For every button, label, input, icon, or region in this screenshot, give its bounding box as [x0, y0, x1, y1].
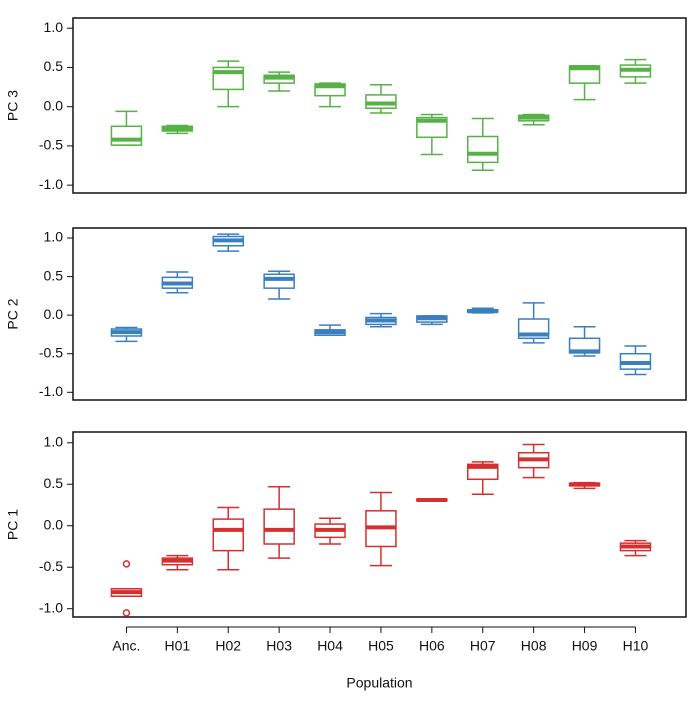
x-tick-label: H02 — [215, 638, 241, 654]
y-tick-label: -1.0 — [39, 176, 63, 192]
y-tick-label: 1.0 — [44, 19, 64, 35]
box — [314, 83, 346, 97]
y-tick-label: 0.0 — [44, 516, 64, 532]
box — [466, 135, 499, 164]
plot-frame — [72, 431, 687, 618]
y-tick-label: 1.0 — [44, 229, 64, 245]
outlier — [122, 609, 131, 617]
x-tick-label: H05 — [368, 638, 394, 654]
y-tick-label: 0.5 — [44, 475, 64, 491]
box — [263, 508, 295, 545]
box — [212, 518, 244, 552]
y-tick-label: -0.5 — [39, 344, 63, 360]
y-tick-label: 1.0 — [44, 433, 64, 449]
y-tick-label: -1.0 — [39, 599, 63, 615]
x-tick-label: Anc. — [112, 638, 140, 654]
plot-frame — [72, 17, 687, 194]
x-axis-label: Population — [346, 675, 412, 691]
x-tick-label: H06 — [419, 638, 445, 654]
y-tick-label: -1.0 — [39, 383, 63, 399]
outlier — [122, 560, 131, 568]
box — [263, 273, 295, 289]
y-tick-label: -0.5 — [39, 137, 63, 153]
y-tick-label: 0.5 — [44, 58, 64, 74]
y-tick-label: 0.0 — [44, 97, 64, 113]
y-axis-label: PC 3 — [5, 90, 21, 121]
y-tick-label: -0.5 — [39, 558, 63, 574]
x-tick-label: H08 — [521, 638, 547, 654]
x-tick-label: H04 — [317, 638, 343, 654]
x-tick-label: H07 — [470, 638, 496, 654]
x-tick-label: H10 — [623, 638, 649, 654]
x-tick-label: H01 — [165, 638, 191, 654]
box — [110, 125, 143, 146]
y-axis-label: PC 1 — [5, 509, 21, 540]
y-axis-label: PC 2 — [5, 298, 21, 329]
plot-frame — [72, 227, 687, 401]
x-tick-label: H09 — [572, 638, 598, 654]
y-tick-label: 0.5 — [44, 267, 64, 283]
y-tick-label: 0.0 — [44, 306, 64, 322]
x-tick-label: H03 — [266, 638, 292, 654]
